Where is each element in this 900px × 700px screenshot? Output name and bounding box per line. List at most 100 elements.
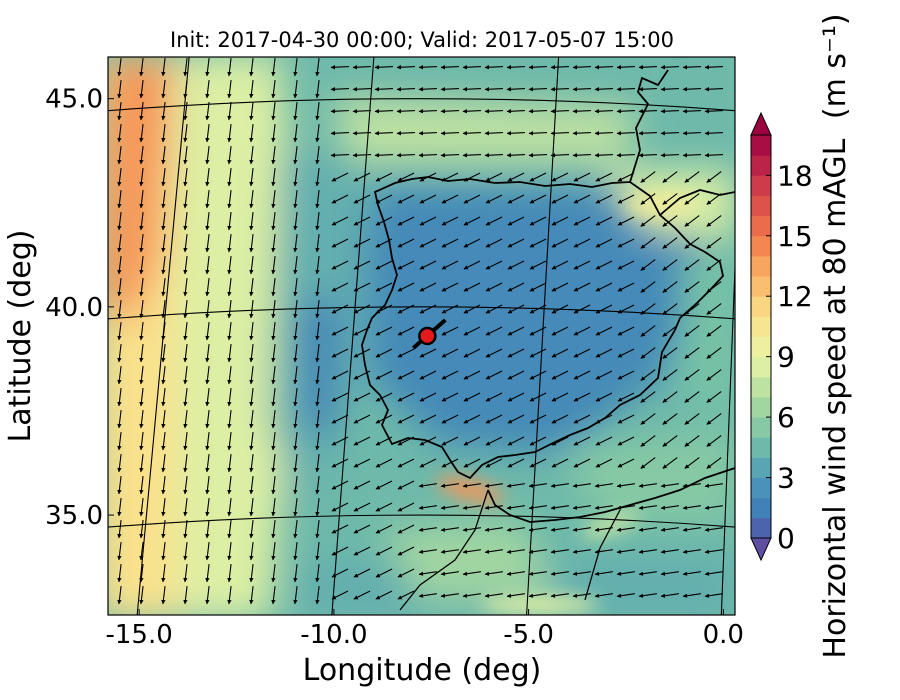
wind-vector <box>662 325 678 337</box>
wind-vector <box>396 87 416 92</box>
wind-vector <box>271 409 276 429</box>
wind-vector <box>684 259 700 271</box>
wind-vector <box>595 414 613 424</box>
colorbar-tick-label: 12 <box>777 280 813 313</box>
wind-vector <box>397 172 415 182</box>
wind-vector <box>485 282 503 292</box>
wind-vector <box>249 145 254 165</box>
wind-vector <box>117 233 122 253</box>
wind-vector <box>227 167 232 187</box>
wind-vector <box>617 216 635 226</box>
wind-vector <box>441 304 459 314</box>
wind-vector <box>485 326 503 336</box>
wind-vector <box>662 193 678 205</box>
wind-vector <box>573 304 591 314</box>
wind-vector <box>638 483 657 488</box>
wind-vector <box>594 527 613 532</box>
wind-vector <box>227 255 232 275</box>
wind-vector <box>353 282 371 292</box>
wind-vector <box>352 87 372 92</box>
wind-vector <box>353 524 371 534</box>
wind-vector <box>293 387 298 407</box>
colorbar-bin <box>751 276 771 297</box>
colorbar-extend-min <box>750 537 772 562</box>
wind-vector <box>117 123 122 143</box>
wind-vector <box>353 194 371 204</box>
wind-vector <box>397 260 415 270</box>
wind-vector <box>706 347 722 359</box>
wind-vector <box>315 211 320 231</box>
wind-vector <box>139 101 144 121</box>
wind-vector <box>397 502 415 512</box>
wind-vector <box>139 563 144 583</box>
wind-vector <box>573 260 591 270</box>
wind-vector <box>271 453 276 473</box>
wind-vector <box>550 483 569 488</box>
wind-vector <box>139 167 144 187</box>
wind-vector <box>573 436 591 446</box>
wind-vector <box>528 87 548 92</box>
wind-vector <box>205 101 210 121</box>
wind-vector <box>551 348 569 358</box>
wind-vector <box>315 79 320 99</box>
wind-vector <box>293 497 298 517</box>
wind-vector <box>397 480 415 490</box>
wind-vector <box>594 131 614 136</box>
wind-vector <box>183 365 188 385</box>
wind-vector <box>616 153 636 158</box>
wind-vector <box>183 475 188 495</box>
wind-vector <box>227 453 232 473</box>
wind-vector <box>418 571 437 576</box>
wind-vector <box>441 172 459 182</box>
wind-vector <box>572 87 592 92</box>
colorbar-bin <box>751 316 771 337</box>
wind-vector <box>249 497 254 517</box>
wind-vector <box>529 194 547 204</box>
wind-vector <box>441 194 459 204</box>
wind-vector <box>551 326 569 336</box>
wind-vector <box>706 435 722 447</box>
colorbar-bin <box>751 356 771 378</box>
wind-vector <box>375 546 393 556</box>
wind-vector <box>573 326 591 336</box>
wind-vector <box>227 123 232 143</box>
wind-vector <box>551 282 569 292</box>
wind-vector <box>529 370 547 380</box>
wind-vector <box>440 109 460 114</box>
wind-vector <box>485 458 503 468</box>
colorbar-label: Horizontal wind speed at 80 mAGL (m s⁻¹) <box>818 13 853 658</box>
wind-vector <box>183 541 188 561</box>
wind-vector <box>249 255 254 275</box>
wind-vector <box>117 189 122 209</box>
colorbar-bin <box>751 376 771 398</box>
wind-vector <box>528 571 547 576</box>
wind-vector <box>352 65 372 70</box>
wind-vector <box>315 519 320 539</box>
wind-vector <box>375 216 393 226</box>
wind-vector <box>315 57 320 77</box>
wind-vector <box>617 304 635 314</box>
colorbar-tick-label: 0 <box>777 522 795 555</box>
wind-vector <box>640 215 656 227</box>
wind-vector <box>205 409 210 429</box>
wind-vector <box>375 568 393 578</box>
wind-vector <box>462 505 481 510</box>
wind-vector <box>271 563 276 583</box>
wind-vector <box>117 255 122 275</box>
wind-vector <box>331 194 349 204</box>
wind-vector <box>271 101 276 121</box>
wind-vector <box>315 409 320 429</box>
wind-vector <box>638 87 658 92</box>
wind-vector <box>374 109 394 114</box>
wind-vector <box>485 194 503 204</box>
wind-vector <box>205 475 210 495</box>
wind-vector <box>506 131 526 136</box>
wind-vector <box>249 167 254 187</box>
wind-vector <box>418 131 438 136</box>
colorbar-bin <box>751 175 771 196</box>
wind-vector <box>507 304 525 314</box>
wind-vector <box>551 172 569 182</box>
wind-vector <box>660 593 679 598</box>
wind-vector <box>161 189 166 209</box>
wind-vector <box>183 79 188 99</box>
